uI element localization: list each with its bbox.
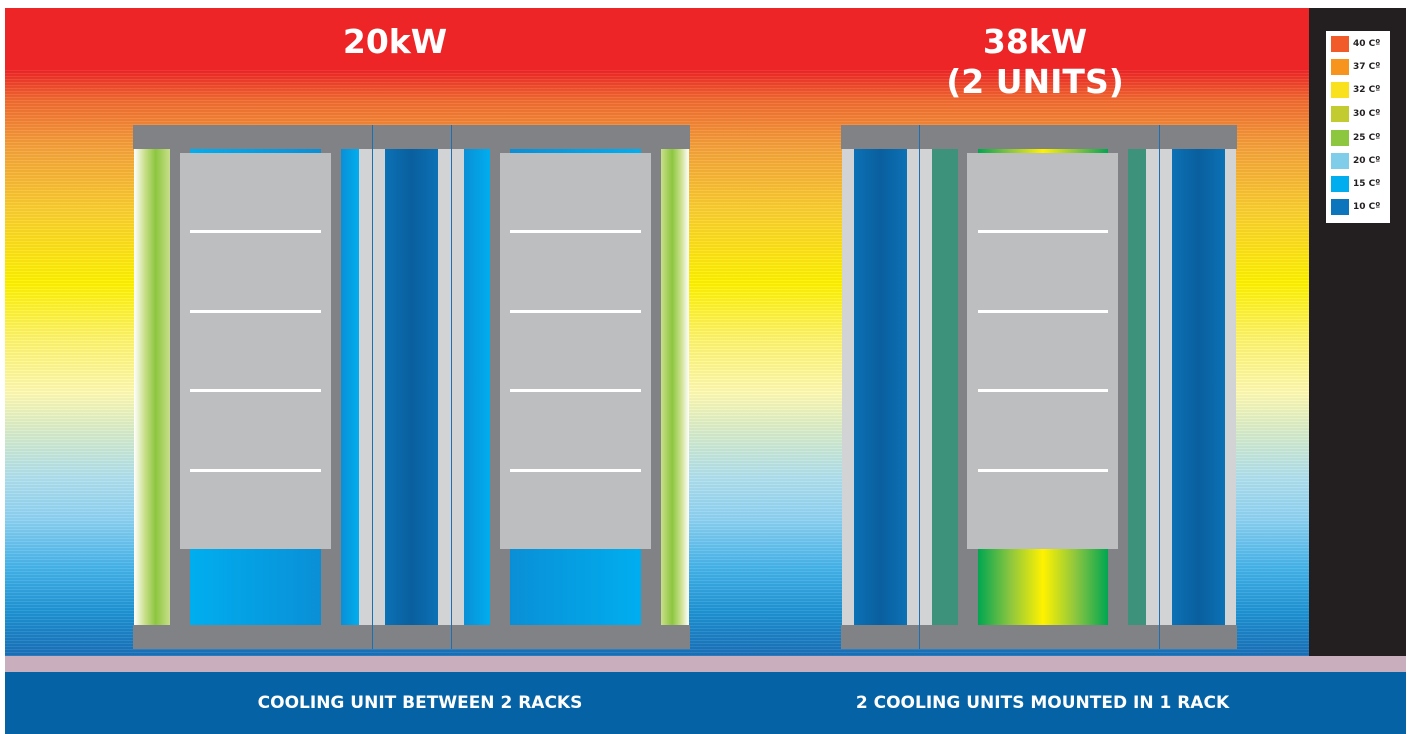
cooling-unit-side-right	[438, 149, 451, 625]
rack-2-top-airflow	[510, 149, 641, 155]
legend-label-15: 15 Cº	[1353, 179, 1381, 189]
rack-1-bottom-airflow	[190, 549, 321, 625]
rack-1-hot-edge	[134, 149, 170, 625]
legend-swatch-20	[1331, 153, 1349, 169]
right-divider-2	[1159, 125, 1160, 649]
center-rack-top-airflow	[978, 149, 1108, 155]
caption-bar: COOLING UNIT BETWEEN 2 RACKS 2 COOLING U…	[5, 672, 1406, 734]
legend-label-20: 20 Cº	[1353, 156, 1381, 166]
right-assembly-bottom-frame	[841, 625, 1237, 649]
center-rack-seam-4	[978, 469, 1108, 472]
legend-swatch-10	[1331, 199, 1349, 215]
rack-2-side-panel	[452, 149, 464, 625]
rack-1-side-panel	[359, 149, 372, 625]
rack-1-seam-4	[190, 469, 321, 472]
center-rack-seam-3	[978, 389, 1108, 392]
center-rack-side-left	[920, 149, 932, 625]
center-cooling-unit-left	[932, 149, 958, 625]
rack-1-side-airflow	[341, 149, 359, 625]
center-rack-seam-1	[978, 230, 1108, 233]
rack-1-seam-1	[190, 230, 321, 233]
right-caption: 2 COOLING UNITS MOUNTED IN 1 RACK	[855, 693, 1230, 713]
left-power-title: 20kW	[342, 22, 448, 61]
legend-swatch-37	[1331, 59, 1349, 75]
rack-1-server-stack	[180, 153, 331, 549]
rack-1-seam-2	[190, 310, 321, 313]
right-left-cold-core	[854, 149, 907, 625]
cooling-unit-side-left	[373, 149, 385, 625]
right-power-title-line1: 38kW	[982, 22, 1088, 61]
legend-label-10: 10 Cº	[1353, 202, 1381, 212]
center-rack-server-stack	[967, 153, 1118, 549]
rack-2-seam-1	[510, 230, 641, 233]
left-divider-2	[451, 125, 452, 649]
rack-2-seam-3	[510, 389, 641, 392]
rack-2-seam-2	[510, 310, 641, 313]
legend-swatch-15	[1331, 176, 1349, 192]
legend-label-40: 40 Cº	[1353, 39, 1381, 49]
legend-swatch-32	[1331, 82, 1349, 98]
left-assembly-bottom-frame	[133, 625, 690, 649]
rack-2-server-stack	[500, 153, 651, 549]
center-rack-bottom-airflow	[978, 549, 1108, 625]
right-assembly-top-frame	[841, 125, 1237, 149]
left-divider-1	[372, 125, 373, 649]
legend-label-30: 30 Cº	[1353, 109, 1381, 119]
legend-label-32: 32 Cº	[1353, 85, 1381, 95]
left-caption: COOLING UNIT BETWEEN 2 RACKS	[257, 693, 583, 713]
right-power-title-line2: (2 UNITS)	[946, 62, 1124, 101]
right-left-inner-edge	[907, 149, 919, 625]
center-cooling-unit-right	[1128, 149, 1146, 625]
right-power-title: 38kW (2 UNITS)	[895, 22, 1175, 102]
center-rack-side-right	[1146, 149, 1159, 625]
legend-label-25: 25 Cº	[1353, 133, 1381, 143]
rack-2-hot-edge	[661, 149, 689, 625]
rack-1-seam-3	[190, 389, 321, 392]
right-divider-1	[919, 125, 920, 649]
left-assembly-top-frame	[133, 125, 690, 149]
right-right-inner-edge	[1160, 149, 1172, 625]
center-rack-seam-2	[978, 310, 1108, 313]
legend-swatch-40	[1331, 36, 1349, 52]
rack-2-bottom-airflow	[510, 549, 641, 625]
right-left-outer-edge	[842, 149, 854, 625]
legend-label-37: 37 Cº	[1353, 62, 1381, 72]
rack-2-side-airflow	[464, 149, 490, 625]
legend-swatch-25	[1331, 130, 1349, 146]
cooling-unit-core	[385, 149, 438, 625]
legend-swatch-30	[1331, 106, 1349, 122]
rack-1-top-airflow	[190, 149, 321, 155]
separator-strip	[5, 656, 1406, 672]
rack-2-seam-4	[510, 469, 641, 472]
right-right-outer-edge	[1225, 149, 1236, 625]
right-right-cold-core	[1172, 149, 1225, 625]
